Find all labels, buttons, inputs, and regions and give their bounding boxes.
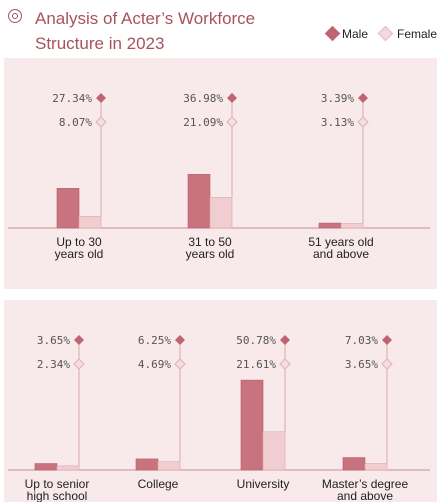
female-diamond-icon (377, 25, 394, 42)
category-label-3: Master’s degree and above (322, 477, 409, 502)
bar-female-0 (78, 215, 102, 229)
value-label-male-2: 50.78% (236, 334, 276, 347)
value-label-female-1: 21.09% (183, 116, 223, 129)
value-label-male-3: 7.03% (345, 334, 378, 347)
value-label-male-1: 36.98% (183, 92, 223, 105)
value-label-male-2: 3.39% (321, 92, 354, 105)
category-label-2: 51 years old and above (308, 235, 373, 261)
legend-label-female: Female (397, 27, 438, 41)
marker-female-1 (226, 116, 238, 128)
marker-male-0 (96, 93, 106, 103)
marker-female-2 (357, 116, 369, 128)
value-label-female-3: 3.65% (345, 358, 378, 371)
value-label-female-2: 3.13% (321, 116, 354, 129)
bar-male-0 (56, 188, 80, 229)
bar-female-1 (209, 197, 233, 229)
value-label-female-1: 4.69% (138, 358, 171, 371)
bar-male-1 (135, 458, 159, 471)
value-label-female-2: 21.61% (236, 358, 276, 371)
value-label-male-0: 3.65% (37, 334, 70, 347)
category-label-0: Up to 30 years old (55, 235, 104, 261)
category-label-1: 31 to 50 years old (186, 235, 235, 261)
marker-female-1 (174, 358, 186, 370)
bar-female-0 (56, 465, 80, 471)
marker-male-1 (227, 93, 237, 103)
bar-female-3 (364, 463, 388, 471)
bar-male-1 (187, 174, 211, 229)
bar-male-0 (34, 463, 58, 471)
bar-male-3 (342, 457, 366, 471)
value-label-female-0: 2.34% (37, 358, 70, 371)
value-label-female-0: 8.07% (59, 116, 92, 129)
legend-label-male: Male (342, 27, 369, 41)
bar-female-2 (340, 223, 364, 229)
value-label-male-0: 27.34% (52, 92, 92, 105)
marker-male-2 (358, 93, 368, 103)
bar-male-2 (318, 222, 342, 229)
education-chart-panel: 3.65% 2.34% Up to senior high school 6.25% 4.… (4, 300, 437, 502)
value-label-male-1: 6.25% (138, 334, 171, 347)
marker-male-3 (382, 335, 392, 345)
age-chart: 27.34% 8.07% Up to 30 years old 36.98% 21.09%… (8, 92, 430, 261)
bar-female-1 (157, 461, 181, 471)
age-chart-panel: 27.34% 8.07% Up to 30 years old 36.98% 21.09%… (4, 58, 437, 289)
chart-title: Analysis of Acter’s Workforce Structure … (35, 9, 256, 53)
marker-male-1 (175, 335, 185, 345)
category-label-2: University (237, 477, 290, 491)
marker-female-0 (73, 358, 85, 370)
category-label-1: College (138, 477, 179, 491)
male-diamond-icon (324, 25, 341, 42)
marker-female-3 (381, 358, 393, 370)
marker-female-0 (95, 116, 107, 128)
education-chart: 3.65% 2.34% Up to senior high school 6.25% 4.… (8, 334, 430, 502)
legend: Male Female (323, 24, 439, 44)
marker-male-2 (280, 335, 290, 345)
bar-male-2 (240, 379, 264, 471)
circle-target-icon (8, 9, 22, 23)
marker-male-0 (74, 335, 84, 345)
bar-female-2 (262, 431, 286, 471)
category-label-0: Up to senior high school (25, 477, 90, 502)
marker-female-2 (279, 358, 291, 370)
